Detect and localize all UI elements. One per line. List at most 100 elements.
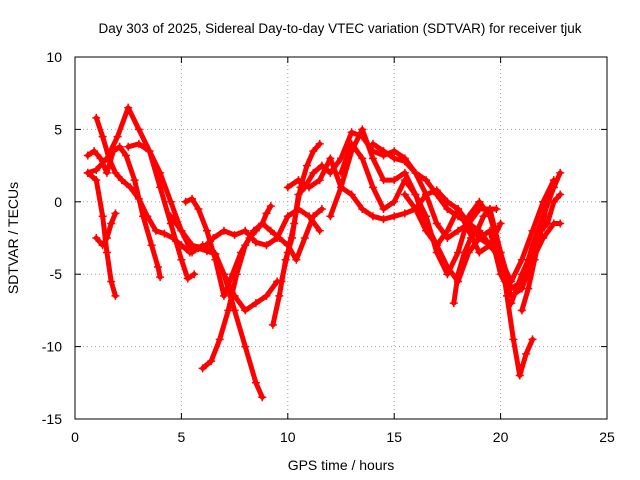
data-point bbox=[507, 299, 516, 308]
data-point bbox=[315, 176, 324, 185]
data-point bbox=[460, 248, 469, 257]
data-point bbox=[219, 291, 228, 300]
data-point bbox=[422, 212, 431, 221]
series-sat-s bbox=[517, 183, 558, 315]
data-point bbox=[134, 139, 143, 148]
data-point bbox=[283, 183, 292, 192]
data-point bbox=[83, 151, 92, 160]
data-point bbox=[113, 132, 122, 141]
data-series bbox=[83, 103, 565, 402]
data-point bbox=[315, 226, 324, 235]
data-point bbox=[496, 219, 505, 228]
data-point bbox=[117, 176, 126, 185]
data-point bbox=[411, 190, 420, 199]
data-point bbox=[215, 335, 224, 344]
data-point bbox=[145, 147, 154, 156]
data-point bbox=[549, 183, 558, 192]
data-point bbox=[258, 393, 267, 402]
data-point bbox=[337, 183, 345, 192]
series-line bbox=[519, 184, 557, 313]
x-tick-label: 20 bbox=[493, 429, 509, 445]
data-point bbox=[368, 212, 377, 221]
series-sat-i bbox=[198, 205, 326, 373]
data-point bbox=[134, 194, 143, 203]
data-point bbox=[130, 176, 139, 185]
data-point bbox=[134, 125, 143, 134]
data-point bbox=[449, 299, 458, 308]
data-point bbox=[168, 234, 177, 242]
data-point bbox=[83, 168, 92, 177]
data-point bbox=[194, 205, 203, 214]
data-point bbox=[358, 125, 367, 134]
data-point bbox=[107, 277, 116, 286]
x-tick-label: 15 bbox=[386, 429, 402, 445]
data-point bbox=[368, 139, 377, 148]
data-point bbox=[466, 234, 475, 242]
y-axis-label: SDTVAR / TECUs bbox=[5, 182, 21, 294]
data-point bbox=[92, 176, 101, 185]
data-point bbox=[111, 168, 120, 177]
data-point bbox=[294, 176, 303, 185]
data-point bbox=[309, 168, 318, 177]
data-point bbox=[530, 255, 539, 264]
data-point bbox=[177, 226, 186, 235]
series-sat-p bbox=[400, 190, 505, 257]
data-point bbox=[211, 255, 220, 264]
data-point bbox=[309, 147, 318, 156]
data-point bbox=[90, 147, 99, 156]
series-sat-q bbox=[449, 205, 501, 308]
data-point bbox=[251, 299, 260, 308]
data-point bbox=[422, 176, 431, 185]
data-point bbox=[496, 248, 505, 257]
data-point bbox=[292, 255, 301, 264]
x-tick-label: 0 bbox=[71, 429, 79, 445]
data-point bbox=[258, 219, 267, 228]
data-point bbox=[524, 284, 533, 293]
data-point bbox=[219, 226, 228, 235]
data-point bbox=[266, 202, 275, 211]
data-point bbox=[379, 205, 388, 214]
data-point bbox=[475, 197, 484, 206]
data-point bbox=[368, 183, 377, 192]
data-point bbox=[422, 190, 431, 199]
data-point bbox=[262, 291, 271, 300]
x-tick-label: 10 bbox=[280, 429, 296, 445]
data-point bbox=[156, 273, 165, 282]
data-point bbox=[283, 248, 292, 257]
data-point bbox=[537, 226, 546, 235]
data-point bbox=[432, 190, 441, 199]
data-point bbox=[92, 113, 101, 122]
data-point bbox=[411, 168, 420, 177]
data-point bbox=[432, 241, 441, 250]
data-point bbox=[358, 205, 367, 214]
data-point bbox=[102, 248, 111, 257]
data-point bbox=[98, 132, 107, 141]
data-point bbox=[556, 168, 565, 177]
data-point bbox=[183, 274, 192, 283]
data-point bbox=[432, 248, 441, 257]
data-point bbox=[241, 226, 250, 235]
data-point bbox=[400, 157, 409, 166]
data-point bbox=[151, 226, 160, 235]
y-tick-label: 0 bbox=[54, 194, 62, 210]
data-point bbox=[443, 270, 452, 279]
data-point bbox=[275, 234, 284, 242]
data-point bbox=[337, 168, 345, 177]
data-point bbox=[143, 212, 152, 221]
data-point bbox=[400, 168, 409, 177]
data-point bbox=[485, 241, 494, 250]
data-point bbox=[122, 151, 131, 160]
data-point bbox=[347, 128, 356, 137]
data-point bbox=[432, 219, 441, 228]
data-point bbox=[262, 241, 271, 250]
plot-border bbox=[74, 56, 608, 420]
data-point bbox=[188, 194, 197, 203]
chart-title: Day 303 of 2025, Sidereal Day-to-day VTE… bbox=[99, 21, 582, 36]
y-tick-label: -15 bbox=[42, 411, 62, 427]
data-point bbox=[515, 371, 524, 380]
data-point bbox=[492, 205, 501, 214]
data-point bbox=[241, 306, 250, 315]
data-point bbox=[266, 226, 275, 235]
data-point bbox=[454, 226, 463, 235]
